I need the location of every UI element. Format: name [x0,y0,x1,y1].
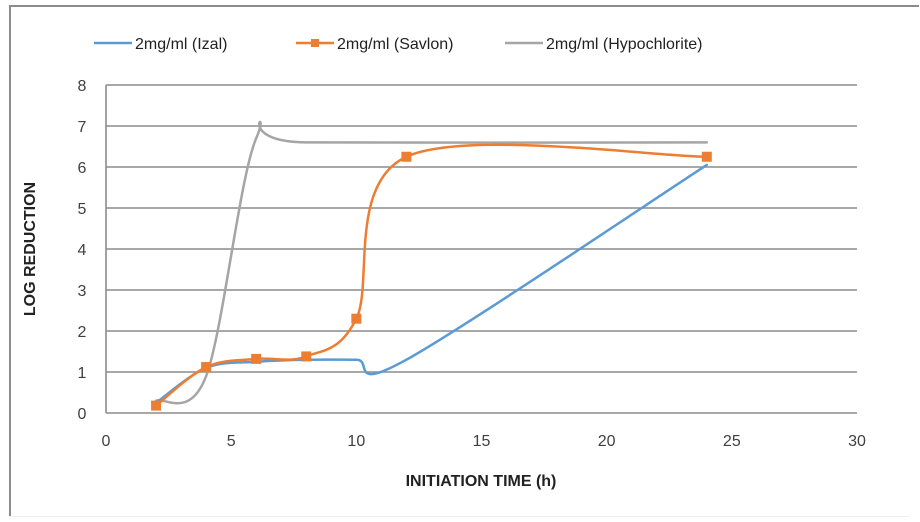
legend-item: 2mg/ml (Hypochlorite) [505,36,702,53]
data-point-marker [151,400,162,411]
data-point-marker [701,151,712,162]
x-tick-label: 20 [598,433,616,450]
x-tick-label: 25 [723,433,741,450]
y-tick-label: 1 [78,365,87,382]
data-point-marker [251,353,262,364]
y-tick-label: 5 [78,201,87,218]
y-axis-title: LOG REDUCTION [22,182,39,316]
data-point-marker [401,151,412,162]
legend-item: 2mg/ml (Savlon) [296,36,453,53]
x-tick-labels: 0 5 10 15 20 25 30 [102,433,866,450]
axes [105,85,857,414]
y-tick-label: 0 [78,406,87,423]
x-tick-label: 0 [102,433,111,450]
y-tick-label: 6 [78,160,87,177]
series-layer [151,120,712,411]
series-line [154,163,709,404]
x-tick-label: 5 [227,433,236,450]
data-point-marker [301,351,312,362]
legend-marker [311,39,319,47]
series-mg-ml-savlon [151,143,712,411]
legend-label: 2mg/ml (Hypochlorite) [546,36,702,53]
series-line [154,120,709,405]
data-point-marker [201,362,212,373]
legend-label: 2mg/ml (Izal) [135,36,227,53]
data-point-marker [351,313,362,324]
x-tick-label: 30 [848,433,866,450]
y-tick-label: 8 [78,78,87,95]
legend-item: 2mg/ml (Izal) [94,36,227,53]
x-axis-title: INITIATION TIME (h) [406,473,557,490]
x-tick-label: 15 [473,433,491,450]
legend: 2mg/ml (Izal) 2mg/ml (Savlon) 2mg/ml (Hypo… [94,36,702,53]
y-tick-labels: 0 1 2 3 4 5 6 7 8 [78,78,87,423]
y-tick-label: 2 [78,324,87,341]
legend-label: 2mg/ml (Savlon) [337,36,453,53]
y-tick-label: 7 [78,119,87,136]
x-tick-label: 10 [347,433,365,450]
series-line [154,143,709,407]
series-mg-ml-izal [154,163,709,404]
chart-frame [9,5,919,517]
y-tick-label: 3 [78,283,87,300]
chart-frame-bottom [9,516,909,517]
y-tick-label: 4 [78,242,87,259]
